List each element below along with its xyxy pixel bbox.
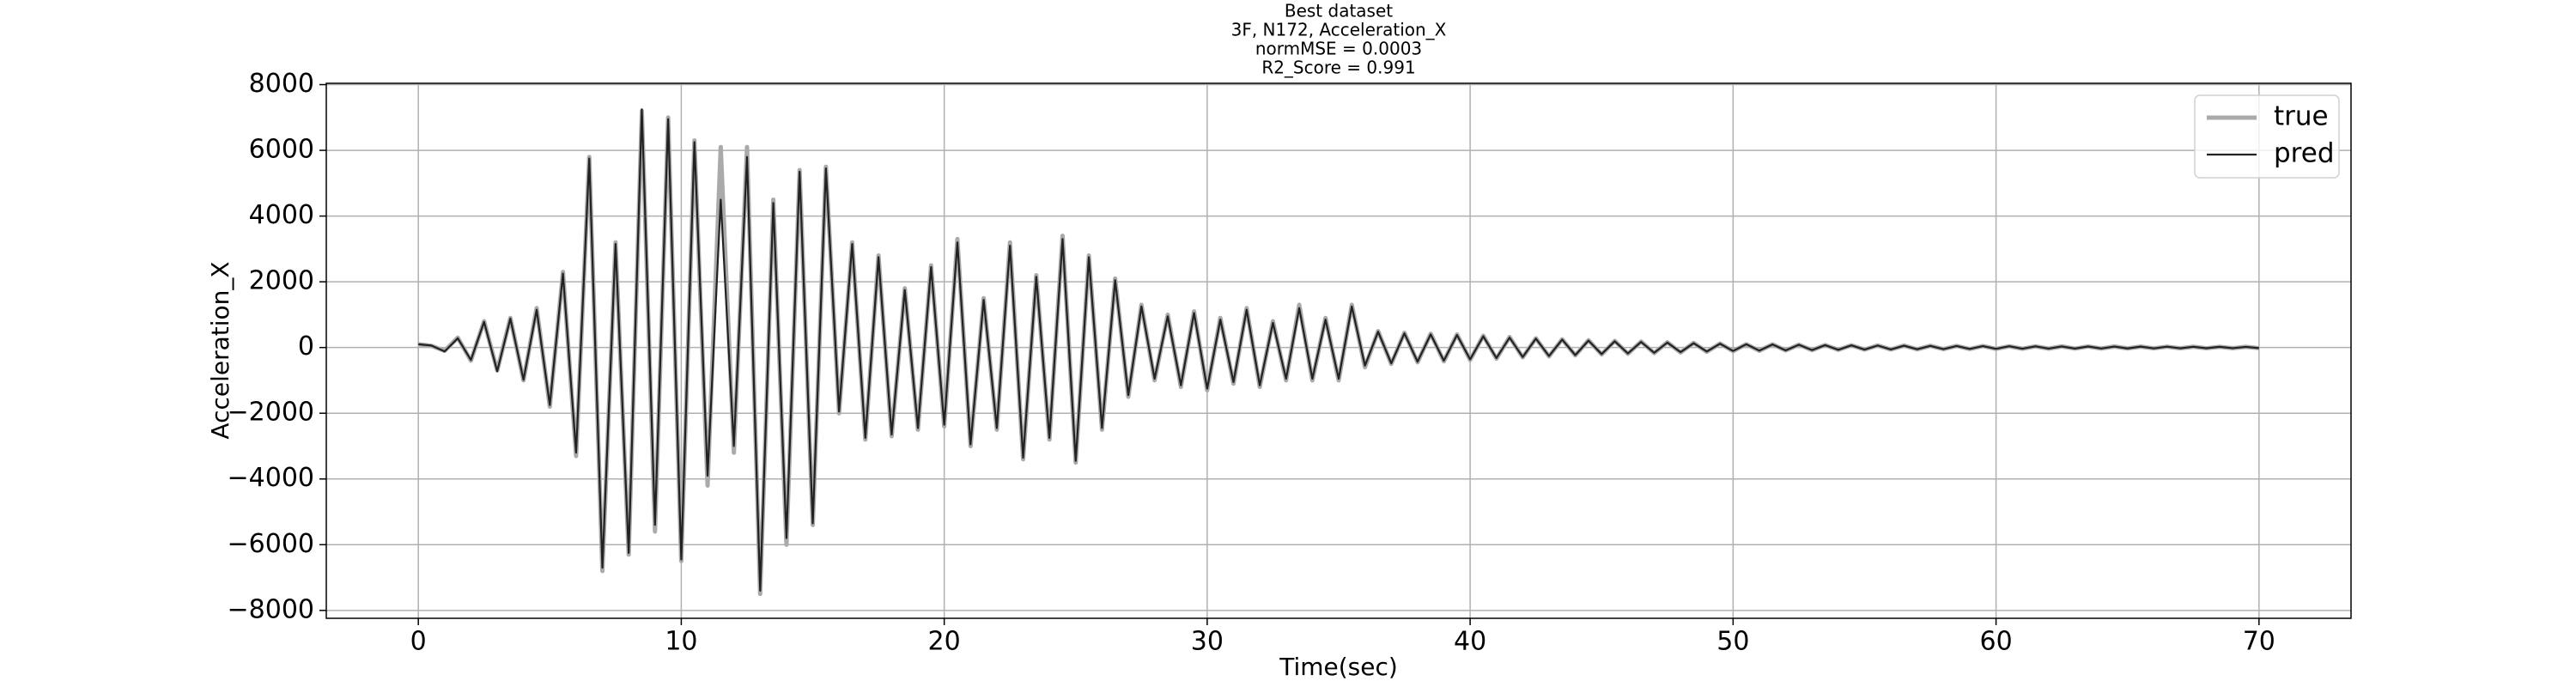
- y-axis-label: Acceleration_X: [206, 261, 234, 439]
- y-tick-label: −8000: [228, 594, 314, 624]
- y-tick-label: 2000: [249, 266, 314, 296]
- x-tick-label: 10: [665, 627, 697, 657]
- legend-label: true: [2274, 101, 2329, 132]
- chart-title: 3F, N172, Acceleration_X: [1231, 20, 1447, 40]
- x-tick-label: 40: [1454, 627, 1486, 657]
- y-tick-label: 4000: [249, 200, 314, 230]
- x-tick-label: 30: [1191, 627, 1224, 657]
- y-tick-label: −6000: [228, 529, 314, 559]
- x-tick-label: 60: [1979, 627, 2012, 657]
- x-tick-label: 50: [1716, 627, 1749, 657]
- x-tick-label: 20: [928, 627, 961, 657]
- y-tick-label: 6000: [249, 135, 314, 165]
- x-axis-label: Time(sec): [1279, 653, 1398, 681]
- legend-label: pred: [2274, 138, 2335, 169]
- x-tick-label: 0: [410, 627, 427, 657]
- chart-title: Best dataset: [1285, 1, 1393, 21]
- y-tick-label: −2000: [228, 398, 314, 428]
- y-tick-label: 8000: [249, 69, 314, 99]
- chart-title: R2_Score = 0.991: [1261, 58, 1415, 78]
- plot-frame: [325, 82, 2352, 619]
- chart-title: normMSE = 0.0003: [1255, 39, 1422, 59]
- data-line: [417, 108, 2260, 597]
- y-tick-label: −4000: [228, 463, 314, 493]
- data-line: [418, 108, 2259, 592]
- y-tick-label: 0: [298, 331, 314, 362]
- x-tick-label: 70: [2243, 627, 2275, 657]
